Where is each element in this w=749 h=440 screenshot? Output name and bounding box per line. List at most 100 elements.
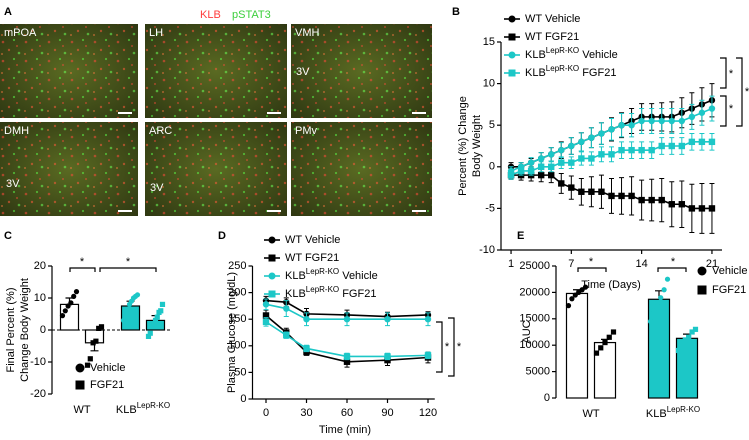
y-tick-label: 0 (40, 324, 46, 336)
legend-marker (268, 254, 276, 262)
x-tick-label: 90 (381, 407, 393, 419)
legend-label-part: Vehicle (579, 49, 618, 61)
data-point (668, 201, 675, 208)
data-point (598, 345, 604, 351)
data-point (303, 345, 310, 352)
data-point (71, 293, 77, 299)
x-tick-label-part: LepR-KO (137, 401, 170, 410)
data-point (147, 330, 153, 336)
series-line (265, 314, 429, 363)
series-line (265, 321, 429, 358)
data-point (618, 146, 625, 154)
data-point (606, 334, 612, 340)
legend-label: KLBLepR-KO FGF21 (285, 285, 376, 300)
y-tick-label: 150 (228, 313, 246, 325)
data-point (668, 117, 675, 125)
data-point (93, 338, 99, 344)
data-point (568, 184, 575, 191)
data-point (262, 312, 270, 319)
data-point (658, 196, 665, 204)
data-point (588, 188, 595, 195)
data-point (578, 138, 585, 146)
data-point (134, 292, 141, 298)
legend-marker (508, 15, 516, 23)
image-title: pSTAT3 (232, 9, 271, 21)
ventricle-label: 3V (150, 182, 164, 194)
significance-bracket (69, 267, 96, 272)
data-point (548, 151, 555, 158)
significance-mark: * (729, 103, 734, 115)
x-tick-label-part: KLB (116, 404, 137, 416)
data-point (303, 348, 310, 356)
data-point (654, 300, 660, 306)
micrograph-cells (0, 24, 138, 118)
data-point (565, 303, 572, 309)
panel-letter: A (4, 6, 12, 18)
y-tick-label: 10 (483, 78, 495, 90)
y-tick-label: 250 (228, 260, 246, 272)
x-tick-label: 7 (568, 258, 574, 270)
data-point (638, 146, 645, 154)
data-point (424, 316, 432, 323)
data-point (618, 122, 625, 129)
y-axis-label: Change Body Weight (19, 278, 31, 382)
micrograph-cells (145, 24, 287, 118)
data-point (689, 329, 695, 335)
y-tick-label: 50 (234, 366, 246, 378)
data-point (158, 308, 164, 314)
x-tick-label: WT (73, 404, 90, 416)
data-point (558, 159, 565, 166)
legend-label-part: Vehicle (339, 270, 378, 282)
legend-marker (508, 51, 516, 59)
data-point (648, 146, 655, 154)
legend-label-part: LepR-KO (546, 64, 579, 73)
data-point (610, 329, 617, 335)
x-axis-label: Time (min) (319, 424, 371, 436)
data-point (548, 163, 555, 170)
region-label: mPOA (4, 27, 37, 39)
data-point (638, 117, 645, 125)
data-point (384, 353, 391, 360)
data-point (593, 350, 600, 356)
image-title: KLB (200, 9, 221, 21)
significance-mark: * (745, 86, 749, 98)
y-axis-label: Final Percent (%) (5, 288, 17, 373)
legend-label-part: KLB (285, 288, 306, 300)
x-tick-label-part: LepR-KO (667, 405, 700, 414)
legend-label-part: FGF21 (339, 288, 376, 300)
bar (647, 298, 671, 399)
significance-bracket (657, 267, 687, 272)
significance-bracket (448, 317, 455, 377)
data-point (675, 347, 682, 354)
data-point (569, 296, 575, 302)
significance-mark: * (457, 341, 462, 353)
legend-marker (697, 285, 707, 295)
data-point (124, 306, 131, 312)
significance-bracket (736, 57, 743, 127)
legend-label: WT FGF21 (525, 31, 579, 43)
data-point (679, 339, 685, 346)
legend-marker (268, 236, 276, 244)
data-point (708, 105, 716, 112)
significance-mark: * (445, 341, 450, 353)
data-point (262, 318, 270, 326)
data-point (145, 333, 152, 339)
legend-label: Vehicle (90, 362, 125, 374)
data-point (678, 201, 686, 208)
y-tick-label: 200 (228, 287, 246, 299)
data-point (62, 308, 68, 314)
legend-label-part: KLB (525, 67, 546, 79)
data-point (343, 358, 351, 365)
y-axis-label: Plasma Glucose (mg/dL) (226, 272, 238, 393)
data-point (638, 196, 645, 204)
x-tick-label: 21 (706, 258, 718, 270)
legend-label-part: LepR-KO (306, 267, 339, 276)
micrograph-cells (145, 122, 287, 216)
x-tick-label: 0 (263, 407, 269, 419)
data-point (527, 159, 535, 166)
y-tick-label: 15 (483, 36, 495, 48)
y-axis-label: Body Weight (471, 115, 483, 177)
data-point (628, 122, 635, 129)
data-point (152, 317, 159, 323)
data-point (122, 311, 129, 317)
